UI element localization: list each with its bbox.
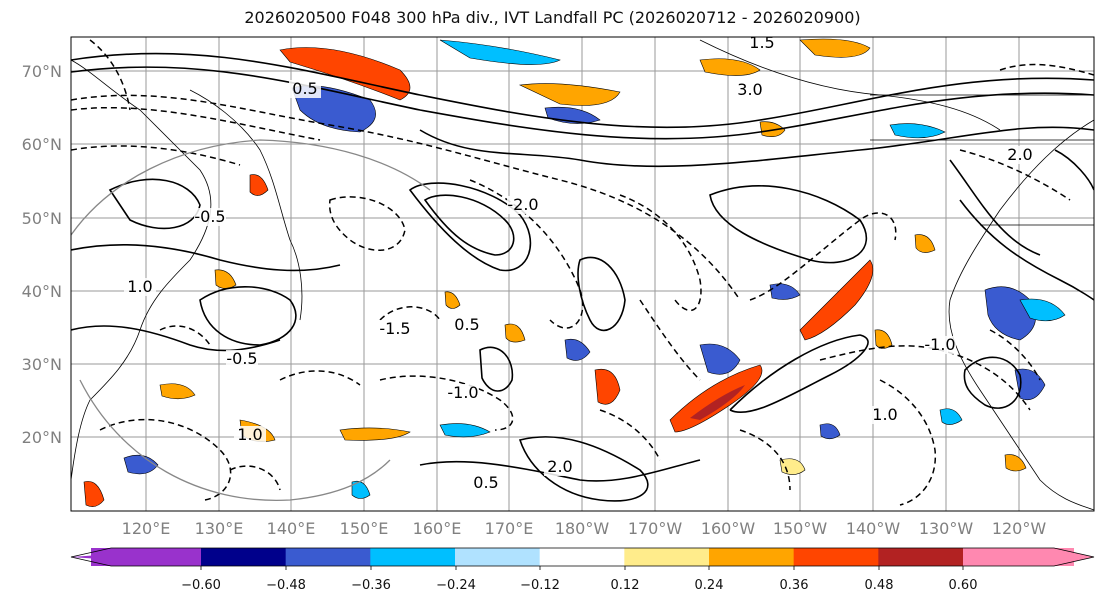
range-circle-lower: [79, 379, 391, 502]
latitude-label: 50°N: [22, 209, 62, 228]
longitude-label: 160°W: [701, 519, 756, 538]
contour-label: -0.5: [226, 349, 257, 368]
colorbar-tick-label: −0.36: [351, 578, 391, 593]
longitude-label: 160°E: [413, 519, 462, 538]
latitude-label: 40°N: [22, 282, 62, 301]
colorbar-tick-label: 0.60: [949, 578, 978, 593]
colorbar-tick-label: 0.36: [780, 578, 809, 593]
contour-label: 3.0: [737, 80, 762, 99]
latitude-labels: 70°N 60°N 50°N 40°N 30°N 20°N: [22, 62, 62, 447]
map-title: 2026020500 F048 300 hPa div., IVT Landfa…: [244, 8, 861, 27]
contour-label: 2.0: [1007, 145, 1032, 164]
contour-label: 1.0: [872, 405, 897, 424]
longitude-label: 180°W: [555, 519, 610, 538]
latitude-label: 20°N: [22, 428, 62, 447]
colorbar-tick-label: 0.24: [695, 578, 724, 593]
colorbar-tick-label: 0.12: [611, 578, 640, 593]
longitude-labels: 120°E 130°E 140°E 150°E 160°E 170°E 180°W 170°W…: [122, 519, 1047, 538]
colorbar-tick-label: 0.48: [865, 578, 894, 593]
longitude-label: 130°E: [195, 519, 244, 538]
positive-contours: [71, 52, 1094, 502]
colorbar-tick-label: −0.60: [181, 578, 221, 593]
latitude-label: 70°N: [22, 62, 62, 81]
longitude-label: 170°E: [485, 519, 534, 538]
colorbar: [70, 547, 1095, 567]
contour-label: 2.0: [547, 457, 572, 476]
colorbar-tick-label: −0.48: [266, 578, 306, 593]
contour-label: 1.0: [237, 425, 262, 444]
contour-labels: 1.0 0.5 -0.5 -1.0 2.0 -2.0 1.5 3.0 -1.5 0.5 1.0 -0.…: [124, 33, 1036, 492]
longitude-label: 120°W: [992, 519, 1047, 538]
contour-label: 1.5: [749, 33, 774, 52]
contour-label: -1.0: [924, 335, 955, 354]
longitude-label: 140°E: [267, 519, 316, 538]
longitude-label: 120°E: [122, 519, 171, 538]
contour-label: -2.0: [507, 195, 538, 214]
colorbar-tick-labels: −0.60 −0.48 −0.36 −0.24 −0.12 0.12 0.24 0.36 0.4…: [181, 566, 977, 593]
contour-label: -1.5: [379, 319, 410, 338]
longitude-label: 140°W: [846, 519, 901, 538]
latitude-label: 60°N: [22, 135, 62, 154]
contour-label: 1.0: [127, 277, 152, 296]
contour-label: 0.5: [292, 79, 317, 98]
longitude-label: 170°W: [628, 519, 683, 538]
contour-label: 0.5: [454, 315, 479, 334]
contour-label: 0.5: [473, 473, 498, 492]
colorbar-tick-label: −0.12: [520, 578, 560, 593]
latitude-label: 30°N: [22, 355, 62, 374]
longitude-label: 150°E: [340, 519, 389, 538]
longitude-label: 150°W: [773, 519, 828, 538]
map-frame: [70, 36, 1095, 512]
contour-label: -0.5: [194, 207, 225, 226]
coastlines: [71, 39, 1094, 511]
range-circle: [71, 139, 431, 236]
negative-contours: [71, 39, 1094, 506]
longitude-label: 130°W: [919, 519, 974, 538]
contour-label: -1.0: [447, 383, 478, 402]
colorbar-tick-label: −0.24: [436, 578, 476, 593]
